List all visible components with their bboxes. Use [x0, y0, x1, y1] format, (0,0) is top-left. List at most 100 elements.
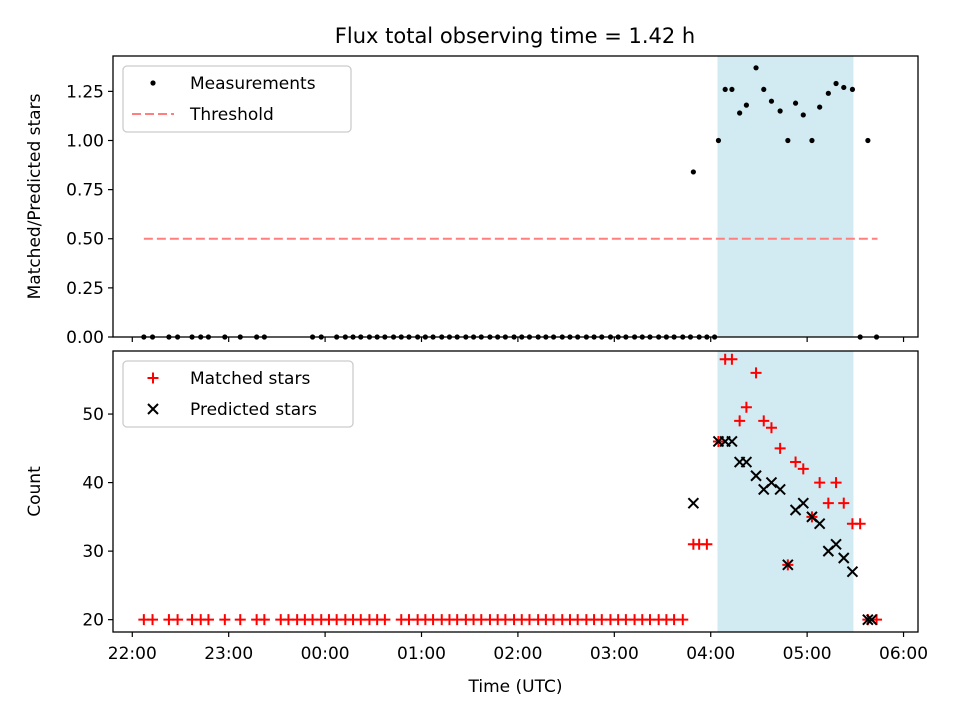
matched-star-point: [219, 614, 231, 626]
matched-star-point: [258, 614, 270, 626]
xtick-label: 04:00: [686, 644, 735, 664]
bottom-series-matched-stars: [138, 353, 883, 626]
top-panel: 0.00 0.25 0.50 0.75 1.00 1.25 Matched/Predicte…: [25, 55, 919, 348]
xtick-label: 01:00: [397, 644, 446, 664]
matched-star-point: [701, 538, 713, 550]
measurement-point: [785, 137, 791, 144]
measurement-point: [825, 90, 831, 96]
legend-label: Predicted stars: [190, 400, 317, 420]
xtick-label: 00:00: [301, 644, 350, 664]
bottom-shaded-interval: [717, 351, 854, 632]
matched-star-point: [379, 614, 391, 626]
xtick-label: 03:00: [590, 644, 639, 664]
top-ytick-label: 1.25: [66, 82, 104, 102]
legend-predicted-marker: [147, 403, 159, 415]
matched-star-point: [172, 614, 184, 626]
xtick-label: 06:00: [879, 644, 928, 664]
xlabel: Time (UTC): [468, 677, 563, 697]
matched-star-point: [797, 463, 809, 475]
bottom-ytick-label: 30: [82, 542, 104, 562]
matched-star-point: [814, 477, 826, 489]
xtick-label: 22:00: [108, 644, 157, 664]
matched-star-point: [830, 477, 842, 489]
predicted-star-point: [774, 483, 786, 496]
top-ytick-label: 0.50: [66, 230, 104, 250]
bottom-axes-frame: [112, 350, 919, 633]
measurement-point: [761, 86, 767, 93]
bottom-series-predicted-stars: [687, 435, 878, 626]
top-axes-frame: [112, 55, 919, 338]
measurement-point: [800, 112, 806, 118]
top-legend: Measurements Threshold: [122, 65, 352, 133]
top-shaded-interval: [717, 56, 854, 337]
measurement-point: [722, 86, 728, 93]
measurement-point: [743, 102, 749, 108]
measurement-point: [841, 84, 847, 91]
predicted-star-point: [862, 613, 874, 626]
xtick-label: 23:00: [204, 644, 253, 664]
bottom-legend-box: [122, 360, 354, 428]
legend-measurements-marker: [150, 80, 156, 86]
measurement-point: [777, 108, 783, 114]
matched-star-point: [147, 614, 159, 626]
matched-star-point: [765, 422, 777, 434]
top-ytick-label: 1.00: [66, 131, 104, 151]
matched-star-point: [740, 401, 752, 413]
bottom-ytick-label: 20: [82, 611, 104, 631]
legend-label: Measurements: [190, 74, 316, 94]
measurement-point: [768, 98, 775, 104]
legend-matched-marker: [147, 372, 159, 384]
predicted-star-point: [740, 456, 753, 468]
matched-star-point: [822, 497, 834, 509]
matched-star-point: [726, 353, 738, 365]
measurement-point: [809, 137, 815, 144]
predicted-star-point: [782, 559, 794, 571]
measurement-point: [865, 137, 871, 144]
predicted-star-point: [866, 613, 878, 626]
predicted-star-point: [687, 497, 700, 509]
matched-star-point: [750, 367, 762, 379]
top-ylabel: Matched/Predicted stars: [25, 93, 45, 299]
top-ytick-label: 0.25: [66, 279, 104, 299]
predicted-star-point: [838, 552, 850, 564]
measurement-point: [753, 65, 759, 71]
predicted-star-point: [726, 435, 738, 448]
matched-star-point: [790, 456, 802, 468]
top-legend-box: [122, 65, 352, 133]
measurement-point: [715, 137, 722, 144]
xtick-label: 02:00: [493, 644, 542, 664]
measurement-point: [849, 86, 856, 93]
measurement-point: [792, 100, 799, 106]
matched-star-point: [202, 614, 214, 626]
predicted-star-point: [765, 476, 778, 489]
bottom-ytick-label: 40: [82, 474, 104, 494]
matched-star-point: [677, 614, 689, 626]
bottom-ytick-label: 50: [82, 405, 104, 425]
bottom-panel: 20 30 40 50 22:00 23:00 00:00 01:00 02:00 03:00 04…: [25, 350, 928, 697]
matched-star-point: [838, 497, 850, 509]
predicted-star-point: [813, 518, 826, 530]
predicted-star-point: [750, 470, 762, 482]
measurement-point: [729, 86, 735, 93]
predicted-star-point: [797, 497, 809, 509]
matched-star-point: [234, 614, 246, 626]
matched-star-point: [734, 415, 746, 427]
top-ytick-label: 0.00: [66, 328, 104, 348]
matched-star-point: [774, 442, 786, 454]
measurement-point: [833, 80, 839, 87]
chart-title: Flux total observing time = 1.42 h: [335, 24, 695, 48]
predicted-star-point: [830, 538, 842, 550]
legend-label: Matched stars: [190, 369, 310, 389]
bottom-ylabel: Count: [25, 466, 45, 517]
xtick-label: 05:00: [783, 644, 832, 664]
measurement-point: [817, 104, 823, 110]
predicted-star-point: [846, 565, 859, 578]
legend-label: Threshold: [189, 105, 274, 125]
matched-star-point: [758, 415, 770, 427]
matched-star-point: [854, 518, 866, 530]
top-ytick-label: 0.75: [66, 181, 104, 201]
measurement-point: [690, 169, 696, 175]
measurement-point: [737, 110, 743, 116]
bottom-legend: Matched stars Predicted stars: [122, 360, 354, 428]
